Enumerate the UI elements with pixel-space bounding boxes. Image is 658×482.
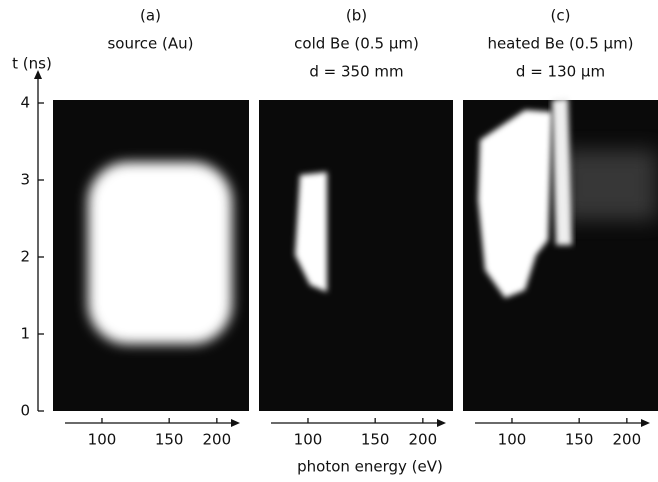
y-tick-label: 2: [20, 248, 30, 266]
panel-title: (c): [551, 7, 571, 25]
x-axis-arrow: [641, 419, 650, 427]
panel-subtitle: cold Be (0.5 μm): [294, 35, 419, 53]
panel-subtitle: d = 350 mm: [309, 63, 403, 81]
x-tick-label: 150: [361, 431, 390, 449]
x-tick-label: 150: [155, 431, 184, 449]
x-axis-arrow: [231, 419, 240, 427]
panel-title: (b): [346, 7, 367, 25]
image-b: [259, 100, 453, 411]
x-tick-label: 100: [88, 431, 117, 449]
y-tick-label: 0: [20, 402, 30, 420]
x-tick-label: 100: [294, 431, 323, 449]
x-axis-label: photon energy (eV): [297, 458, 443, 476]
x-tick-label: 200: [613, 431, 642, 449]
x-tick-label: 150: [565, 431, 594, 449]
x-axis-arrow: [437, 419, 446, 427]
image-c: [463, 98, 658, 411]
x-tick-label: 200: [203, 431, 232, 449]
panel-subtitle: heated Be (0.5 μm): [487, 35, 633, 53]
panel-title: (a): [140, 7, 161, 25]
y-axis-arrow: [34, 70, 42, 79]
panel-subtitle: source (Au): [107, 35, 193, 53]
y-axis-label: t (ns): [12, 55, 52, 73]
y-tick-label: 4: [20, 94, 30, 112]
x-tick-label: 100: [498, 431, 527, 449]
image-a: [53, 100, 249, 411]
y-tick-label: 3: [20, 171, 30, 189]
x-tick-label: 200: [409, 431, 438, 449]
y-tick-label: 1: [20, 325, 30, 343]
panel-subtitle: d = 130 μm: [516, 63, 605, 81]
